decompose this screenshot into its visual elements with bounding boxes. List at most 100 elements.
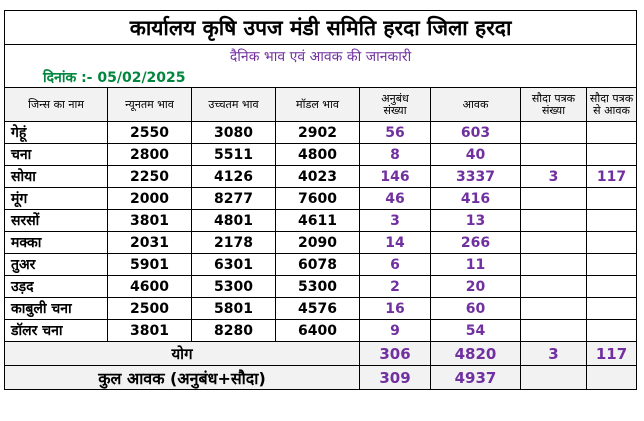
max-price: 5511: [191, 143, 276, 166]
min-price: 2500: [107, 297, 192, 320]
aavak: 54: [430, 319, 521, 342]
sauda-aavak: [585, 297, 638, 320]
commodity-name: गेहूं: [4, 121, 108, 144]
min-price: 3801: [107, 319, 192, 342]
min-price: 2800: [107, 143, 192, 166]
total-sauda-count: 3: [520, 341, 587, 366]
modal-price: 4800: [275, 143, 360, 166]
min-price: 2250: [107, 165, 192, 188]
commodity-name: उड़द: [4, 275, 108, 298]
sauda-count: [520, 319, 587, 342]
aavak: 11: [430, 253, 521, 276]
aavak: 40: [430, 143, 521, 166]
sauda-count: [520, 143, 587, 166]
grand-total-aavak: 4937: [430, 365, 521, 390]
table-row: सरसों 3801 4801 4611 3 13: [4, 209, 638, 232]
modal-price: 4611: [275, 209, 360, 232]
table-row: सोया 2250 4126 4023 146 3337 3 117: [4, 165, 638, 188]
sauda-count: [520, 275, 587, 298]
commodity-name: सोया: [4, 165, 108, 188]
header-sauda-aavak-line1: सौदा पत्रक: [589, 91, 634, 105]
grand-total-row: कुल आवक (अनुबंध+सौदा) 309 4937: [4, 365, 638, 390]
max-price: 8277: [191, 187, 276, 210]
sauda-aavak: [585, 143, 638, 166]
page-subtitle: दैनिक भाव एवं आवक की जानकारी: [3, 44, 638, 67]
aavak: 603: [430, 121, 521, 144]
sauda-count: [520, 209, 587, 232]
sauda-count: [520, 297, 587, 320]
max-price: 5801: [191, 297, 276, 320]
total-label: योग: [4, 341, 360, 366]
max-price: 3080: [191, 121, 276, 144]
min-price: 2031: [107, 231, 192, 254]
grand-total-anubandh: 309: [359, 365, 431, 390]
anubandh-count: 16: [359, 297, 431, 320]
table-row: काबुली चना 2500 5801 4576 16 60: [4, 297, 638, 320]
sauda-count: [520, 253, 587, 276]
modal-price: 5300: [275, 275, 360, 298]
max-price: 4126: [191, 165, 276, 188]
sauda-aavak: 117: [585, 165, 638, 188]
header-anubandh-line1: अनुबंध: [381, 91, 409, 105]
anubandh-count: 9: [359, 319, 431, 342]
modal-price: 6400: [275, 319, 360, 342]
header-max-price: उच्चतम भाव: [191, 87, 276, 122]
header-name: जिन्स का नाम: [4, 87, 108, 122]
sauda-count: [520, 121, 587, 144]
sauda-count: 3: [520, 165, 587, 188]
min-price: 5901: [107, 253, 192, 276]
sauda-aavak: [585, 209, 638, 232]
header-aavak: आवक: [430, 87, 521, 122]
mandi-rate-table: कार्यालय कृषि उपज मंडी समिति हरदा जिला ह…: [3, 10, 638, 390]
aavak: 416: [430, 187, 521, 210]
sauda-aavak: [585, 121, 638, 144]
total-sauda-aavak: 117: [585, 341, 638, 366]
sauda-aavak: [585, 319, 638, 342]
commodity-name: चना: [4, 143, 108, 166]
aavak: 3337: [430, 165, 521, 188]
sauda-aavak: [585, 275, 638, 298]
table-row: उड़द 4600 5300 5300 2 20: [4, 275, 638, 298]
header-anubandh: अनुबंध संख्या: [359, 87, 431, 122]
anubandh-count: 146: [359, 165, 431, 188]
header-modal-price: मॉडल भाव: [275, 87, 360, 122]
table-row: गेहूं 2550 3080 2902 56 603: [4, 121, 638, 144]
grand-total-empty-2: [585, 365, 638, 390]
min-price: 3801: [107, 209, 192, 232]
sauda-aavak: [585, 231, 638, 254]
modal-price: 2902: [275, 121, 360, 144]
min-price: 2000: [107, 187, 192, 210]
commodity-name: मूंग: [4, 187, 108, 210]
report-date: दिनांक :- 05/02/2025: [3, 67, 638, 88]
table-row: मक्का 2031 2178 2090 14 266: [4, 231, 638, 254]
table-row: डॉलर चना 3801 8280 6400 9 54: [4, 319, 638, 342]
sauda-aavak: [585, 253, 638, 276]
modal-price: 4023: [275, 165, 360, 188]
header-sauda-count-line1: सौदा पत्रक: [531, 91, 576, 105]
commodity-name: सरसों: [4, 209, 108, 232]
header-anubandh-line2: संख्या: [383, 103, 407, 117]
total-row: योग 306 4820 3 117: [4, 341, 638, 366]
modal-price: 2090: [275, 231, 360, 254]
min-price: 4600: [107, 275, 192, 298]
commodity-name: डॉलर चना: [4, 319, 108, 342]
grand-total-empty-1: [520, 365, 587, 390]
anubandh-count: 8: [359, 143, 431, 166]
header-min-price: न्यूनतम भाव: [107, 87, 192, 122]
anubandh-count: 3: [359, 209, 431, 232]
anubandh-count: 6: [359, 253, 431, 276]
table-row: चना 2800 5511 4800 8 40: [4, 143, 638, 166]
modal-price: 7600: [275, 187, 360, 210]
commodity-name: काबुली चना: [4, 297, 108, 320]
sauda-count: [520, 231, 587, 254]
total-aavak: 4820: [430, 341, 521, 366]
aavak: 20: [430, 275, 521, 298]
header-sauda-count: सौदा पत्रक संख्या: [520, 87, 587, 122]
aavak: 13: [430, 209, 521, 232]
page-title: कार्यालय कृषि उपज मंडी समिति हरदा जिला ह…: [3, 10, 638, 45]
table-header-row: जिन्स का नाम न्यूनतम भाव उच्चतम भाव मॉडल…: [4, 87, 638, 122]
min-price: 2550: [107, 121, 192, 144]
anubandh-count: 14: [359, 231, 431, 254]
max-price: 2178: [191, 231, 276, 254]
aavak: 60: [430, 297, 521, 320]
